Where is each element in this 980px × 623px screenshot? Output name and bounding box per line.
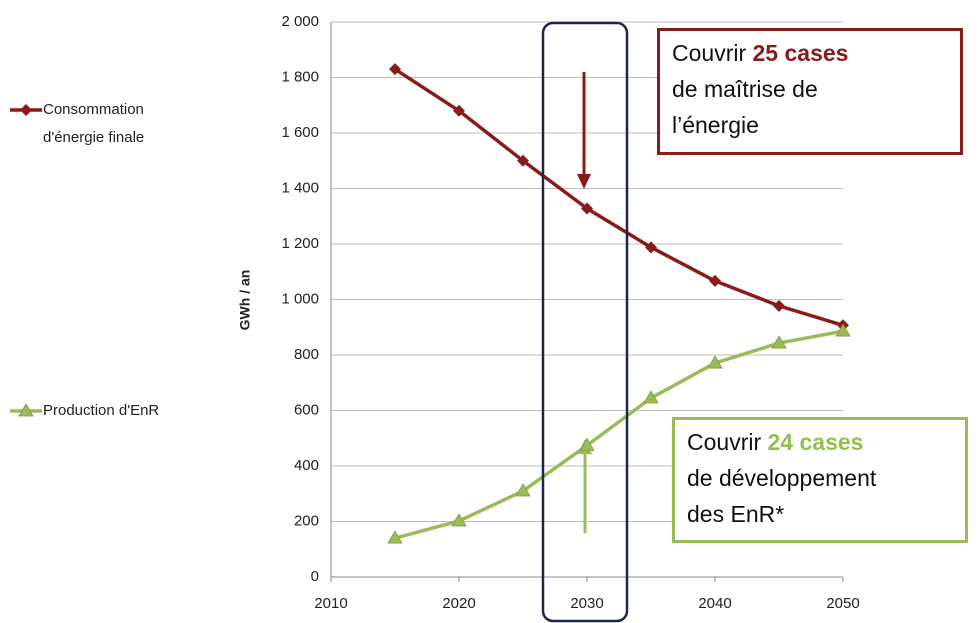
point	[515, 483, 531, 497]
y-tick-label: 400	[294, 457, 319, 474]
legend-marker	[18, 403, 34, 417]
point	[771, 335, 787, 349]
x-tick-label: 2030	[570, 595, 603, 612]
point	[387, 530, 403, 544]
point	[707, 355, 723, 369]
x-tick-label: 2010	[314, 595, 347, 612]
y-tick-label: 0	[311, 568, 319, 585]
y-tick-label: 800	[294, 346, 319, 363]
series-line	[394, 329, 844, 540]
point	[773, 299, 785, 312]
annotation: Couvrir 24 cases de développement des En…	[672, 417, 968, 543]
y-tick-label: 1 400	[281, 179, 319, 196]
point	[643, 390, 659, 404]
point	[451, 513, 467, 527]
x-tick-label: 2050	[826, 595, 859, 612]
legend-marker	[20, 104, 32, 116]
y-tick-label: 1 000	[281, 290, 319, 307]
x-tick-label: 2040	[698, 595, 731, 612]
y-tick-label: 1 600	[281, 124, 319, 141]
annotation: Couvrir 25 cases de maîtrise de l’énergi…	[657, 28, 963, 155]
arrow-head	[577, 174, 591, 189]
legend-label: Production d'EnR	[43, 402, 160, 419]
y-tick-label: 1 800	[281, 68, 319, 85]
annotation-text: de développement	[687, 465, 877, 491]
annotation-text: de maîtrise de	[672, 76, 818, 102]
annotation-text: Couvrir	[687, 429, 762, 455]
annotation-highlight: 25 cases	[752, 40, 849, 66]
point	[579, 437, 595, 451]
y-tick-label: 1 200	[281, 235, 319, 252]
point	[389, 63, 401, 76]
point	[709, 274, 721, 287]
series-line	[394, 67, 844, 327]
annotation-text: Couvrir	[672, 40, 747, 66]
annotation-text: l’énergie	[672, 112, 759, 138]
point	[581, 202, 593, 215]
legend-label: Consommation d'énergie finale	[43, 101, 145, 146]
point	[835, 323, 851, 337]
annotation-highlight: 24 cases	[767, 429, 864, 455]
annotation-text: des EnR*	[687, 501, 785, 527]
y-tick-label: 2 000	[281, 13, 319, 30]
point	[453, 104, 465, 117]
highlight-frame	[541, 21, 629, 623]
y-axis-label: GWh / an	[237, 270, 253, 331]
x-tick-label: 2020	[442, 595, 475, 612]
point	[645, 241, 657, 254]
point	[517, 154, 529, 167]
y-tick-label: 200	[294, 512, 319, 529]
y-tick-label: 600	[294, 401, 319, 418]
